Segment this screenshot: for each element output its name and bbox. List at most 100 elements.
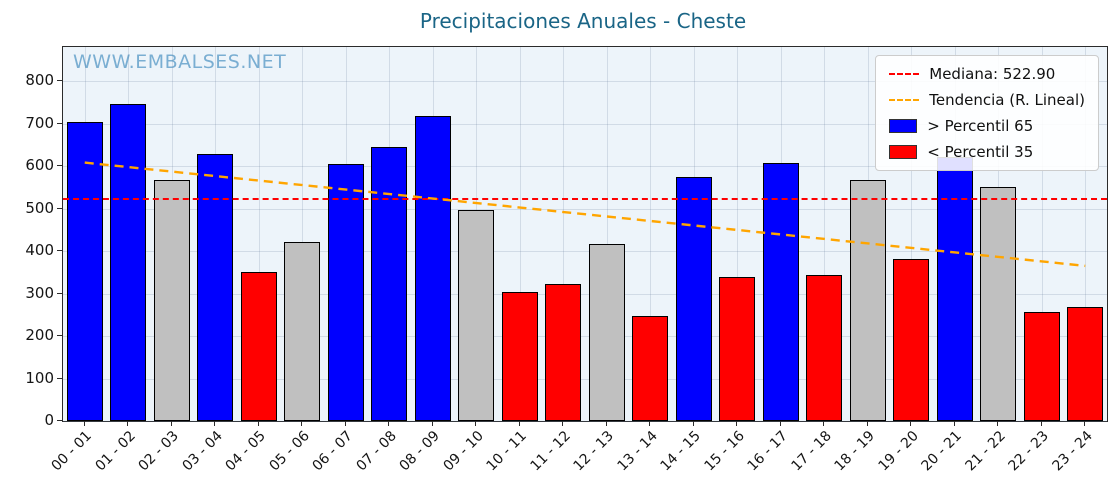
x-axis-tick-label: 00 - 01 bbox=[48, 428, 96, 475]
legend-label-trend: Tendencia (R. Lineal) bbox=[929, 91, 1085, 109]
y-axis-tick-label: 700 bbox=[25, 113, 54, 132]
grid-line-horizontal bbox=[63, 81, 1107, 82]
x-axis-tick-label: 13 - 14 bbox=[614, 428, 661, 475]
bar-06-07 bbox=[328, 164, 364, 421]
grid-line-horizontal bbox=[63, 336, 1107, 337]
y-axis-tick bbox=[57, 207, 62, 209]
bar-08-09 bbox=[415, 116, 451, 421]
x-axis-tick-label: 12 - 13 bbox=[570, 428, 618, 475]
bar-16-17 bbox=[763, 163, 799, 421]
y-axis-tick-label: 0 bbox=[44, 411, 54, 429]
x-axis-tick-label: 07 - 08 bbox=[353, 428, 400, 475]
x-axis-tick bbox=[562, 421, 564, 426]
bar-21-22 bbox=[980, 187, 1016, 421]
y-axis-tick bbox=[57, 250, 62, 251]
y-axis-tick-label: 500 bbox=[25, 198, 54, 217]
bar-03-04 bbox=[197, 154, 233, 421]
x-axis-tick bbox=[649, 421, 651, 426]
x-axis-tick bbox=[910, 421, 912, 426]
bar-22-23 bbox=[1024, 312, 1060, 421]
x-axis-tick bbox=[170, 421, 172, 426]
y-axis-tick bbox=[57, 292, 62, 294]
x-axis-tick bbox=[257, 421, 259, 426]
x-axis-tick bbox=[431, 421, 433, 426]
bar-13-14 bbox=[632, 316, 668, 421]
x-axis-tick bbox=[779, 421, 781, 426]
bar-19-20 bbox=[893, 259, 929, 421]
percentil-65-swatch bbox=[889, 119, 918, 133]
bar-05-06 bbox=[284, 242, 320, 421]
x-axis-tick bbox=[1040, 421, 1042, 426]
bar-02-03 bbox=[154, 180, 190, 421]
legend-label-median: Mediana: 522.90 bbox=[929, 65, 1056, 83]
legend-label-p65: > Percentil 65 bbox=[927, 117, 1034, 135]
x-axis-tick bbox=[997, 421, 999, 426]
x-axis-tick-label: 23 - 24 bbox=[1049, 428, 1096, 475]
x-axis-tick-label: 11 - 12 bbox=[527, 428, 574, 475]
x-axis-tick-label: 06 - 07 bbox=[309, 428, 357, 475]
grid-line-vertical bbox=[1085, 47, 1087, 421]
y-axis-tick-label: 600 bbox=[25, 156, 54, 174]
plot-area: WWW.EMBALSES.NET Mediana: 522.90 Tendenc… bbox=[62, 46, 1108, 422]
x-axis-tick bbox=[127, 421, 129, 426]
x-axis-tick-label: 17 - 18 bbox=[788, 428, 835, 475]
grid-line-horizontal bbox=[63, 378, 1107, 380]
bar-11-12 bbox=[545, 284, 581, 421]
bar-18-19 bbox=[850, 180, 886, 421]
median-line bbox=[63, 197, 1107, 200]
x-axis-tick-label: 09 - 10 bbox=[440, 428, 487, 475]
y-axis-tick bbox=[57, 122, 62, 124]
x-axis-tick-label: 18 - 19 bbox=[831, 428, 879, 475]
chart-title: Precipitaciones Anuales - Cheste bbox=[419, 9, 747, 33]
x-axis-tick-label: 20 - 21 bbox=[918, 428, 966, 475]
x-axis-tick bbox=[823, 421, 825, 426]
grid-line-horizontal bbox=[63, 421, 1107, 422]
legend-label-p35: < Percentil 35 bbox=[927, 143, 1034, 161]
x-axis-tick bbox=[83, 421, 85, 426]
median-line-sample bbox=[889, 73, 920, 75]
x-axis-tick bbox=[344, 421, 346, 426]
bar-14-15 bbox=[676, 177, 712, 421]
grid-line-horizontal bbox=[63, 123, 1107, 125]
x-axis-tick bbox=[214, 421, 216, 426]
x-axis-tick bbox=[605, 421, 607, 426]
legend: Mediana: 522.90 Tendencia (R. Lineal) > … bbox=[875, 55, 1099, 171]
y-axis-tick bbox=[57, 377, 62, 379]
y-axis-tick bbox=[57, 80, 62, 81]
legend-item-p65: > Percentil 65 bbox=[889, 117, 1085, 135]
y-axis-tick-label: 300 bbox=[25, 283, 54, 302]
bar-17-18 bbox=[806, 275, 842, 421]
bar-01-02 bbox=[110, 104, 146, 421]
x-axis-tick-label: 08 - 09 bbox=[396, 428, 444, 475]
bar-10-11 bbox=[502, 292, 538, 421]
bar-09-10 bbox=[458, 210, 494, 421]
x-axis-tick bbox=[518, 421, 520, 426]
y-axis-tick-label: 800 bbox=[25, 71, 54, 89]
y-axis-tick-label: 400 bbox=[25, 241, 54, 259]
watermark: WWW.EMBALSES.NET bbox=[73, 51, 287, 73]
y-axis-tick bbox=[57, 335, 62, 336]
x-axis-tick-label: 05 - 06 bbox=[266, 428, 313, 475]
x-axis-tick-label: 10 - 11 bbox=[483, 428, 531, 475]
x-axis-tick-label: 04 - 05 bbox=[222, 428, 270, 475]
x-axis-tick-label: 19 - 20 bbox=[875, 428, 922, 475]
x-axis-tick-label: 21 - 22 bbox=[962, 428, 1009, 475]
legend-item-trend: Tendencia (R. Lineal) bbox=[889, 91, 1085, 109]
bar-07-08 bbox=[371, 147, 407, 421]
x-axis-tick bbox=[866, 421, 868, 426]
y-axis-tick-label: 100 bbox=[25, 368, 54, 387]
x-axis-tick bbox=[475, 421, 477, 426]
bar-12-13 bbox=[589, 244, 625, 421]
bar-23-24 bbox=[1067, 307, 1103, 421]
x-axis-tick-label: 16 - 17 bbox=[744, 428, 792, 475]
bar-04-05 bbox=[241, 272, 277, 421]
grid-line-horizontal bbox=[63, 293, 1107, 295]
x-axis-tick bbox=[388, 421, 390, 426]
x-axis-tick-label: 03 - 04 bbox=[179, 428, 226, 475]
x-axis-tick-label: 22 - 23 bbox=[1005, 428, 1053, 475]
x-axis-tick-label: 01 - 02 bbox=[92, 428, 139, 475]
trend-line-sample bbox=[889, 99, 920, 101]
y-axis-tick bbox=[57, 420, 62, 421]
percentil-35-swatch bbox=[889, 145, 918, 159]
